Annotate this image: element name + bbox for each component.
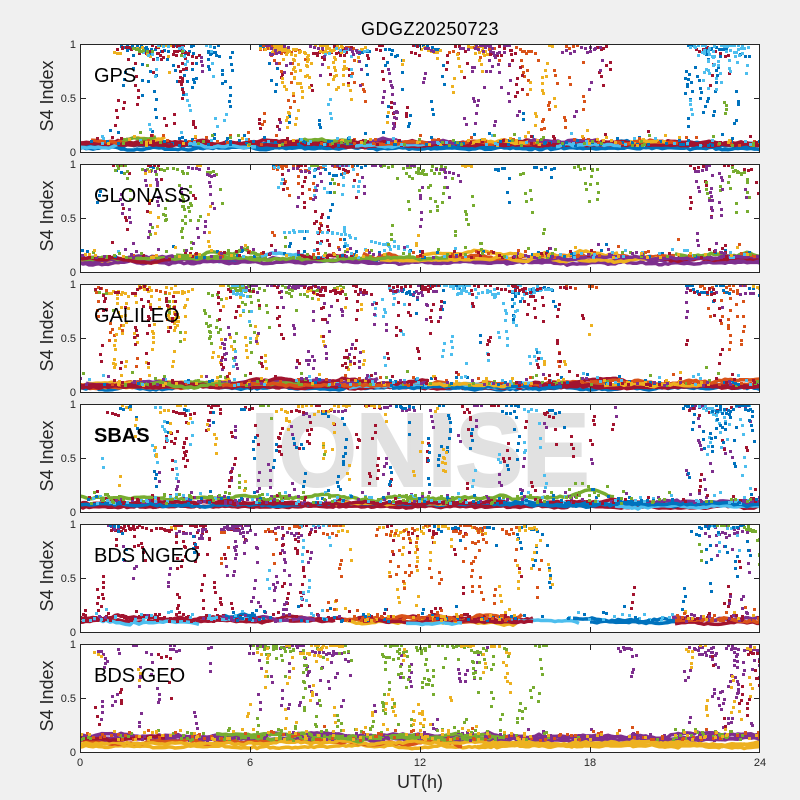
svg-text:IONISE: IONISE	[251, 404, 589, 508]
